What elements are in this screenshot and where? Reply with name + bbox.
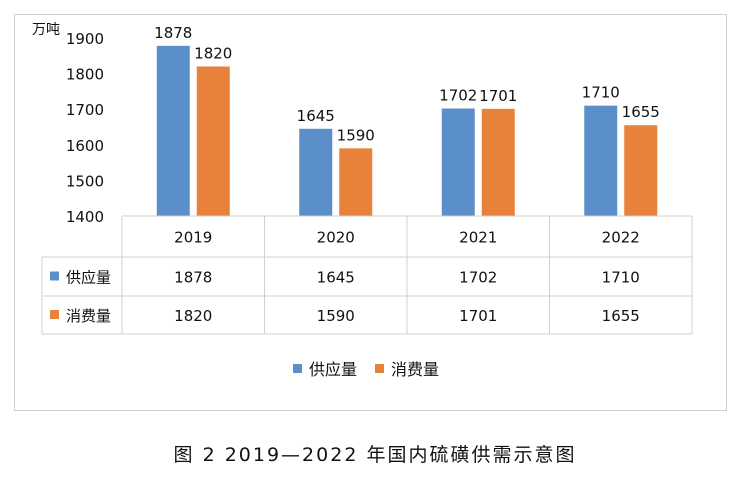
bar-2019-1 — [196, 66, 230, 216]
bar-2022-1 — [624, 125, 658, 216]
y-tick-label: 1500 — [66, 172, 104, 190]
bar-2021-0 — [441, 108, 475, 216]
table-cell-value: 1655 — [602, 307, 640, 325]
table-cell-value: 1878 — [174, 269, 212, 287]
bar-value-label: 1710 — [582, 84, 620, 102]
bar-2019-0 — [156, 45, 190, 216]
category-label: 2020 — [317, 229, 355, 247]
legend-key — [293, 364, 302, 373]
legend-label: 消费量 — [391, 360, 439, 379]
table-cell-value: 1590 — [317, 307, 355, 325]
legend-label: 供应量 — [309, 360, 357, 379]
category-label: 2021 — [459, 229, 497, 247]
bar-value-label: 1590 — [337, 126, 375, 144]
legend-key — [375, 364, 384, 373]
y-tick-label: 1600 — [66, 137, 104, 155]
y-tick-label: 1900 — [66, 30, 104, 48]
bar-2021-1 — [481, 108, 515, 216]
bar-value-label: 1701 — [479, 87, 517, 105]
table-cell-value: 1820 — [174, 307, 212, 325]
y-tick-label: 1700 — [66, 101, 104, 119]
bar-value-label: 1645 — [297, 107, 335, 125]
bar-2020-1 — [339, 148, 373, 216]
table-legend-key — [50, 271, 59, 281]
bar-2020-0 — [299, 128, 333, 216]
table-series-name: 供应量 — [66, 269, 111, 287]
table-legend-key — [50, 310, 59, 319]
category-label: 2022 — [602, 229, 640, 247]
bar-value-label: 1878 — [154, 24, 192, 42]
y-tick-label: 1400 — [66, 208, 104, 226]
table-cell-value: 1701 — [459, 307, 497, 325]
category-label: 2019 — [174, 229, 212, 247]
table-cell-value: 1645 — [317, 269, 355, 287]
bar-value-label: 1702 — [439, 86, 477, 104]
figure-caption: 图 2 2019—2022 年国内硫磺供需示意图 — [173, 444, 577, 466]
y-axis-unit-label: 万吨 — [32, 22, 60, 38]
bar-2022-0 — [584, 105, 618, 216]
bar-value-label: 1655 — [622, 103, 660, 121]
y-tick-label: 1800 — [66, 66, 104, 84]
table-cell-value: 1710 — [602, 269, 640, 287]
table-cell-value: 1702 — [459, 269, 497, 287]
bar-value-label: 1820 — [194, 44, 232, 62]
table-series-name: 消费量 — [66, 307, 111, 325]
